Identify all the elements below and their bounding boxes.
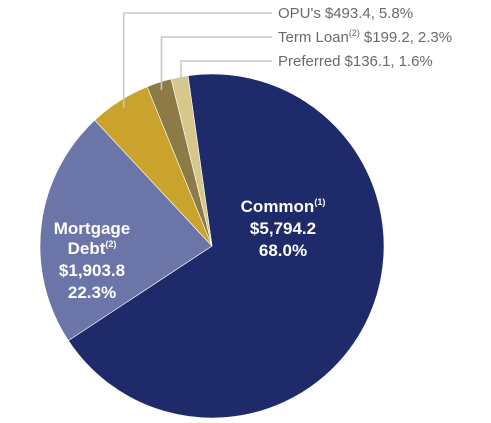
slice-percent-label: 5.8% [379,5,413,22]
slice-label: Preferred $136.1, 1.6% [278,53,433,70]
slice-value-label: $136.1, [345,53,395,70]
footnote-marker: (2) [105,239,116,249]
slice-category-label: OPU's [278,5,321,22]
slice-value-label: $1,903.8 [59,261,125,280]
footnote-marker: (1) [314,197,325,207]
slice-value-label: $493.4, [325,5,375,22]
slice-label: OPU's $493.4, 5.8% [278,5,413,22]
leader-line [180,60,272,85]
slice-label: Term Loan(2) $199.2, 2.3% [278,28,452,46]
slice-category-label: Common(1) [241,197,326,216]
slice-value-label: $199.2, [364,29,414,46]
slice-category-label: Preferred [278,53,341,70]
category-word: Debt [68,239,106,258]
slice-value-label: $5,794.2 [250,219,316,238]
slice-category-label: Mortgage Debt(2) [54,219,131,258]
pie-slice [170,75,213,247]
category-word: Mortgage [54,219,131,238]
slice-percent-label: 2.3% [418,29,452,46]
footnote-marker: (2) [349,28,360,38]
pie-slice [39,119,213,342]
pie-slice [67,73,385,419]
slice-percent-label: 22.3% [68,283,116,302]
slice-percent-label: 1.6% [399,53,433,70]
leader-line [122,12,272,108]
category-word: Common [241,197,315,216]
slice-percent-label: 68.0% [259,241,307,260]
leader-line [160,36,272,90]
slice-category-label: Term Loan [278,29,349,46]
